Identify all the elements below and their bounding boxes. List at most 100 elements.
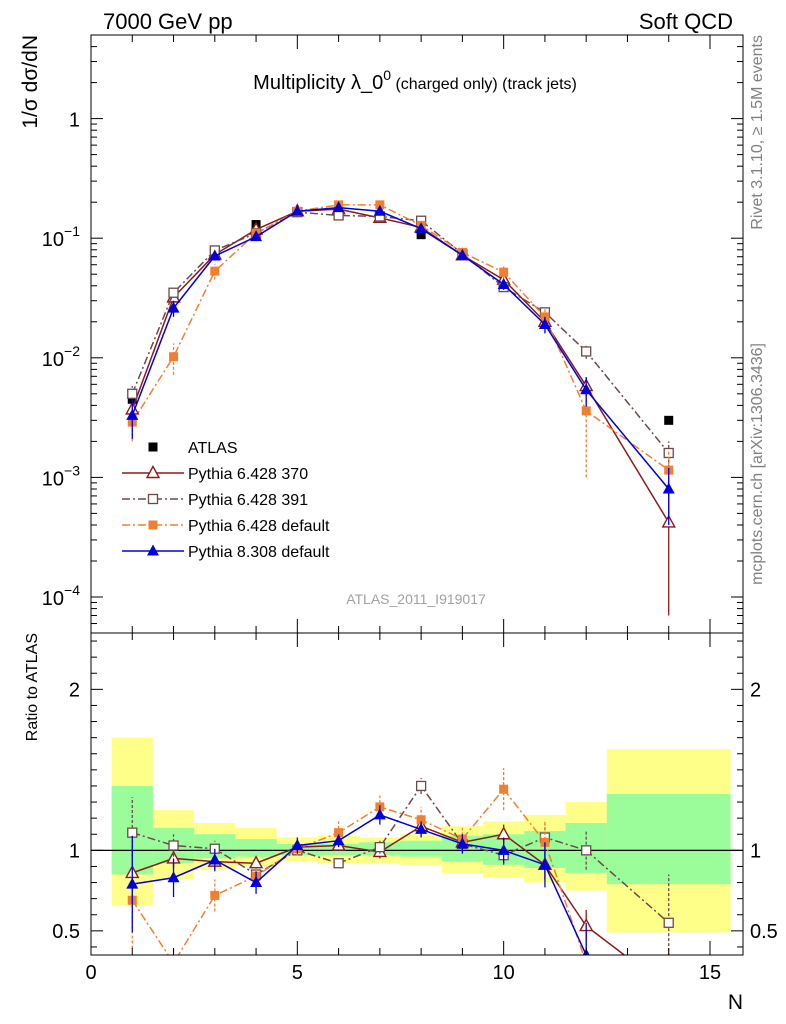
data-point bbox=[415, 222, 428, 234]
title-main-text: Multiplicity λ_0 bbox=[253, 72, 383, 94]
ratio-point bbox=[250, 876, 263, 888]
ratio-y-tick-label: 0.5 bbox=[52, 921, 80, 943]
y-tick-label: 10−1 bbox=[42, 223, 80, 251]
ratio-point bbox=[663, 982, 675, 993]
ratio-y-axis-label: Ratio to ATLAS bbox=[24, 633, 41, 741]
ratio-point bbox=[333, 858, 344, 869]
ratio-point bbox=[374, 841, 386, 853]
ratio-y-tick-label: 2 bbox=[69, 679, 80, 701]
data-point bbox=[127, 388, 138, 399]
y-tick-label: 1 bbox=[69, 110, 80, 132]
ratio-panel: 0.5 0.5 1 1 2 2 0 5 10 15 Ratio to ATLAS N bbox=[24, 632, 778, 1014]
y-tick-label: 10−4 bbox=[42, 582, 80, 610]
data-point bbox=[373, 204, 386, 216]
y-tick-label-exponent: −3 bbox=[64, 462, 80, 478]
data-point bbox=[662, 482, 675, 494]
data-point bbox=[416, 230, 426, 240]
y-tick-label-base: 10 bbox=[42, 588, 64, 610]
series-0 bbox=[127, 206, 674, 425]
main-panel: 10−410−310−210−11 Multiplicity λ_00 (cha… bbox=[19, 34, 744, 634]
title-superscript: 0 bbox=[383, 67, 391, 83]
ratio-y-tick-label-right: 0.5 bbox=[750, 921, 778, 943]
ratio-y-tick-label: 1 bbox=[69, 840, 80, 862]
main-title: Multiplicity λ_00 (charged only) (track … bbox=[253, 67, 577, 94]
uncertainty-band-green bbox=[400, 840, 442, 857]
data-point bbox=[169, 352, 179, 362]
ratio-point bbox=[664, 975, 673, 984]
ratio-series-3 bbox=[126, 805, 675, 1000]
data-point bbox=[333, 210, 344, 221]
y-tick-label: 10−3 bbox=[42, 462, 80, 490]
ratio-y-tick-label-right: 2 bbox=[750, 679, 761, 701]
x-tick-label: 10 bbox=[493, 962, 515, 984]
ratio-point bbox=[208, 853, 221, 865]
svg-text:Multiplicity λ_00 (charged onl: Multiplicity λ_00 (charged only) (track … bbox=[253, 67, 577, 94]
legend-label: Pythia 6.428 default bbox=[188, 518, 330, 535]
legend-marker bbox=[147, 493, 159, 505]
legend-label: Pythia 6.428 391 bbox=[188, 492, 308, 509]
data-point bbox=[208, 249, 221, 261]
ratio-point bbox=[497, 843, 510, 855]
ratio-point bbox=[581, 845, 592, 856]
legend-marker bbox=[147, 544, 159, 556]
rivet-version-label: Rivet 3.1.10, ≥ 1.5M events bbox=[749, 35, 766, 230]
y-tick-label-exponent: −4 bbox=[64, 582, 80, 598]
ratio-point bbox=[168, 840, 179, 851]
uncertainty-band-green bbox=[606, 794, 731, 885]
ratio-point bbox=[415, 780, 427, 792]
y-tick-label-exponent: −1 bbox=[64, 223, 80, 239]
watermark: ATLAS_2011_I919017 bbox=[346, 591, 486, 607]
legend-label: ATLAS bbox=[188, 440, 238, 457]
legend-marker bbox=[148, 442, 158, 452]
uncertainty-band-green bbox=[235, 839, 277, 857]
data-point bbox=[497, 278, 510, 290]
x-tick-label: 0 bbox=[85, 962, 96, 984]
data-point bbox=[664, 415, 674, 425]
ratio-point bbox=[538, 858, 551, 870]
legend-label: Pythia 8.308 default bbox=[188, 544, 330, 561]
main-y-axis-label: 1/σ dσ/dN bbox=[19, 35, 42, 129]
ratio-point bbox=[456, 837, 469, 849]
ratio-point bbox=[373, 808, 386, 820]
data-point bbox=[332, 201, 345, 213]
ratio-point bbox=[415, 822, 428, 834]
x-tick-label: 15 bbox=[699, 962, 721, 984]
data-point bbox=[581, 346, 592, 357]
legend-label: Pythia 6.428 370 bbox=[188, 466, 308, 483]
ratio-point bbox=[210, 890, 220, 900]
ratio-point bbox=[291, 839, 304, 851]
ratio-point bbox=[663, 917, 674, 928]
ratio-point bbox=[499, 784, 509, 794]
ratio-point bbox=[334, 828, 344, 838]
data-point bbox=[538, 317, 551, 329]
ratio-point bbox=[167, 871, 180, 883]
ratio-point bbox=[332, 834, 345, 846]
y-tick-label-base: 10 bbox=[42, 229, 64, 251]
legend-marker bbox=[145, 465, 161, 479]
mcplots-label: mcplots.cern.ch [arXiv:1306.3436] bbox=[749, 343, 766, 585]
legend-marker bbox=[148, 520, 158, 530]
ratio-point bbox=[582, 959, 591, 968]
series-4 bbox=[126, 201, 675, 525]
data-point bbox=[167, 301, 180, 313]
x-axis-label: N bbox=[728, 991, 743, 1014]
ratio-y-tick-label-right: 1 bbox=[750, 840, 761, 862]
data-point bbox=[250, 230, 263, 242]
ratio-frame bbox=[90, 632, 744, 956]
header-energy-label: 7000 GeV pp bbox=[103, 9, 233, 34]
ratio-point bbox=[248, 855, 264, 869]
y-tick-label: 10−2 bbox=[42, 343, 80, 371]
y-tick-label-exponent: −2 bbox=[64, 343, 80, 359]
title-small-text: (charged only) (track jets) bbox=[391, 76, 577, 93]
data-point bbox=[456, 248, 469, 260]
ratio-point bbox=[126, 877, 139, 889]
data-point bbox=[499, 267, 509, 277]
ratio-point bbox=[127, 827, 138, 838]
ratio-point bbox=[169, 959, 178, 968]
data-point bbox=[126, 408, 139, 420]
y-tick-label-base: 10 bbox=[42, 349, 64, 371]
data-point bbox=[210, 266, 220, 276]
ratio-point bbox=[663, 989, 675, 1000]
y-tick-label-base: 10 bbox=[42, 468, 64, 490]
